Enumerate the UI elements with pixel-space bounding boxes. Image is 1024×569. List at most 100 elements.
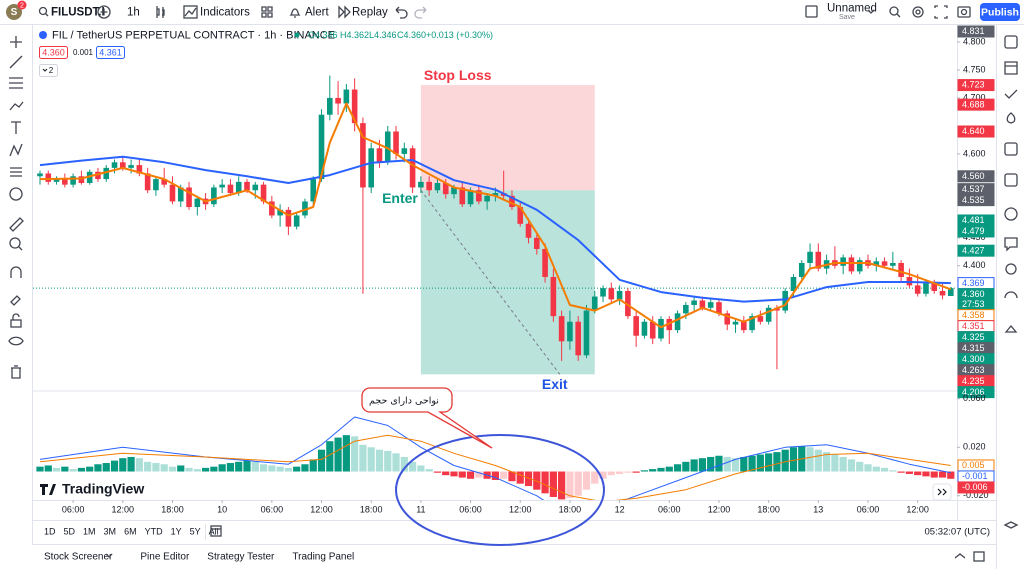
scroll-button[interactable] xyxy=(932,483,952,501)
histogram-bar xyxy=(44,465,52,472)
replay[interactable]: Replay xyxy=(352,7,388,19)
collapse-count[interactable]: 2 xyxy=(49,66,54,75)
histogram-bar xyxy=(400,456,408,472)
x-tick-label: 06:00 xyxy=(459,504,482,514)
avatar[interactable] xyxy=(6,4,22,20)
histogram-bar xyxy=(880,467,889,472)
histogram-bar xyxy=(533,471,541,490)
avatar-letter[interactable]: S xyxy=(11,7,18,18)
y-tick-label: 4.750 xyxy=(963,64,986,74)
histogram-bar xyxy=(781,449,789,472)
histogram-bar xyxy=(748,455,756,472)
candle-body xyxy=(608,288,615,300)
bid[interactable]: 4.360 xyxy=(42,47,65,57)
candle-body xyxy=(53,179,60,182)
price-label-text: 4.688 xyxy=(962,99,985,109)
histogram-bar xyxy=(823,452,831,472)
publish[interactable]: Publish xyxy=(981,6,1019,18)
candle-body xyxy=(881,261,888,266)
bid-box[interactable] xyxy=(39,46,68,59)
spread: 0.001 xyxy=(73,48,94,57)
price-label-text: 4.206 xyxy=(962,387,985,397)
range-button[interactable]: 5D xyxy=(64,526,76,536)
left-toolbar[interactable] xyxy=(8,36,24,379)
range-button[interactable]: 1M xyxy=(83,526,96,536)
range-button[interactable]: 6M xyxy=(124,526,137,536)
histogram-bar xyxy=(384,450,392,472)
range-button[interactable]: 3M xyxy=(104,526,117,536)
range-button[interactable]: 5Y xyxy=(190,526,201,536)
candle-body xyxy=(600,288,606,297)
candle-body xyxy=(633,316,639,336)
candle-body xyxy=(335,97,341,104)
histogram-bar xyxy=(152,463,160,472)
histogram-bar xyxy=(119,458,127,472)
candle-body xyxy=(666,318,673,331)
candle-body xyxy=(558,316,565,342)
indicators[interactable]: Indicators xyxy=(200,7,250,19)
histogram-bar xyxy=(872,466,880,472)
publish-button[interactable] xyxy=(980,3,1020,21)
range-button[interactable]: 1Y xyxy=(171,526,182,536)
panel-tab[interactable]: Trading Panel xyxy=(292,552,354,563)
panel-tab[interactable]: Stock Screener xyxy=(44,552,113,563)
histogram-bar xyxy=(731,458,740,472)
alert[interactable]: Alert xyxy=(305,7,329,19)
histogram-bar xyxy=(202,467,210,472)
candle-body xyxy=(749,316,755,331)
histogram-bar xyxy=(698,458,706,472)
candle-body xyxy=(782,290,788,311)
candle-body xyxy=(459,187,466,205)
price-label-text: -0.001 xyxy=(962,471,988,481)
histogram-bar xyxy=(524,471,533,487)
range-bar: 1D 5D 1M 3M 6M YTD 1Y 5Y All xyxy=(44,526,219,536)
histogram-bar xyxy=(259,464,268,472)
histogram-bar xyxy=(558,471,566,500)
price-label-text: 4.300 xyxy=(962,354,985,364)
panel-tab[interactable]: Strategy Tester xyxy=(207,552,275,563)
x-tick-label: 12:00 xyxy=(112,504,135,514)
candle-body xyxy=(70,176,76,185)
histogram-bar xyxy=(326,441,334,472)
price-label-text: 4.235 xyxy=(962,376,985,386)
candle-body xyxy=(890,262,896,266)
right-toolbar[interactable] xyxy=(1003,35,1019,529)
symbol[interactable]: FILUSDT.I xyxy=(51,7,105,19)
histogram-bar xyxy=(938,471,947,478)
histogram-bar xyxy=(640,470,649,472)
macd-line xyxy=(39,434,951,500)
candle-body xyxy=(451,187,457,195)
histogram-bar xyxy=(599,471,607,479)
histogram-bar xyxy=(516,471,524,484)
histogram-bar xyxy=(442,471,450,476)
candle-body xyxy=(277,209,283,216)
candle-body xyxy=(807,251,813,263)
candle-body xyxy=(674,313,681,331)
annotation: Enter xyxy=(382,190,418,206)
x-tick-label: 18:00 xyxy=(161,504,184,514)
candle-body xyxy=(409,148,416,188)
histogram-bar xyxy=(392,453,400,472)
range-button[interactable]: YTD xyxy=(145,526,164,536)
collapse-box[interactable] xyxy=(39,64,58,77)
candle-body xyxy=(103,167,110,180)
interval[interactable]: 1h xyxy=(127,7,140,19)
histogram-bar xyxy=(616,471,624,474)
moving-average xyxy=(39,102,952,329)
legend-change: +0.013 (+0.30%) xyxy=(426,30,493,40)
candle-body xyxy=(716,302,722,314)
histogram-bar xyxy=(922,471,930,477)
histogram-bar xyxy=(36,466,44,472)
legend-close: C4.360 xyxy=(397,30,426,40)
price-label-text: -0.006 xyxy=(962,482,988,492)
range-button[interactable]: All xyxy=(209,526,219,536)
callout-bubble xyxy=(361,387,493,449)
ask-box[interactable] xyxy=(96,46,125,59)
range-button[interactable]: 1D xyxy=(44,526,56,536)
histogram-bar xyxy=(69,469,77,472)
histogram-bar xyxy=(458,471,466,478)
panel-tab[interactable]: Pine Editor xyxy=(140,552,190,563)
layout-name[interactable]: Unnamed xyxy=(827,3,877,15)
histogram-bar xyxy=(218,464,226,472)
ask[interactable]: 4.361 xyxy=(99,47,122,57)
